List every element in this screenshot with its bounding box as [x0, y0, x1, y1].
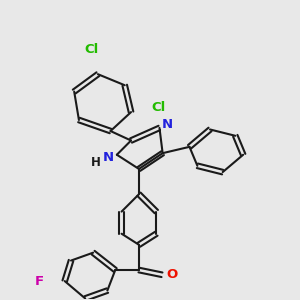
Text: N: N — [162, 118, 173, 130]
Text: O: O — [166, 268, 177, 281]
Text: F: F — [35, 274, 44, 288]
Text: H: H — [91, 156, 100, 169]
Text: N: N — [103, 151, 114, 164]
Text: Cl: Cl — [84, 43, 99, 56]
Text: Cl: Cl — [152, 101, 166, 114]
